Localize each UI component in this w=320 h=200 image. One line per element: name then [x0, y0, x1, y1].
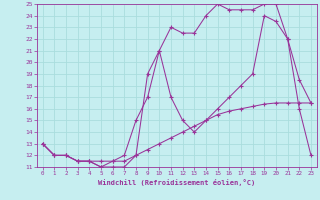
X-axis label: Windchill (Refroidissement éolien,°C): Windchill (Refroidissement éolien,°C): [98, 179, 255, 186]
